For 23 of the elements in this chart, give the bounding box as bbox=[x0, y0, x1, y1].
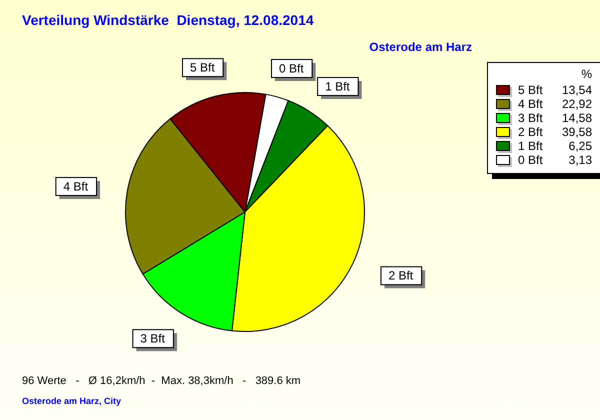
legend-label: 0 Bft bbox=[518, 153, 544, 167]
chart-title: Verteilung Windstärke Dienstag, 12.08.2014 bbox=[22, 12, 314, 28]
chart-subtitle: Osterode am Harz bbox=[369, 40, 472, 54]
slice-label: 2 Bft bbox=[388, 268, 414, 283]
data-label: 13,54 bbox=[560, 83, 592, 97]
legend-label: 4 Bft bbox=[518, 97, 544, 111]
slice-label: 4 Bft bbox=[63, 179, 89, 194]
legend-label: 1 Bft bbox=[518, 139, 544, 153]
data-label: 6,25 bbox=[568, 139, 592, 153]
slice-label: 5 Bft bbox=[190, 60, 216, 74]
legend-label: 3 Bft bbox=[518, 111, 544, 125]
data-label: 22,92 bbox=[560, 97, 592, 111]
slice-label: 3 Bft bbox=[140, 331, 166, 346]
data-label: 39,58 bbox=[560, 125, 592, 139]
legend-label: 5 Bft bbox=[518, 83, 544, 97]
slice-label: 1 Bft bbox=[325, 79, 350, 94]
data-label: 3,13 bbox=[568, 153, 592, 167]
legend-label: 2 Bft bbox=[518, 125, 544, 139]
text: Osterode am Harz, City bbox=[22, 396, 122, 406]
slice-label: 0 Bft bbox=[278, 61, 304, 76]
text: 96 Werte - Ø 16,2km/h - Max. 38,3km/h - 389.6 km bbox=[22, 375, 301, 387]
legend-title: % bbox=[580, 67, 592, 81]
data-label: 14,58 bbox=[560, 111, 592, 125]
